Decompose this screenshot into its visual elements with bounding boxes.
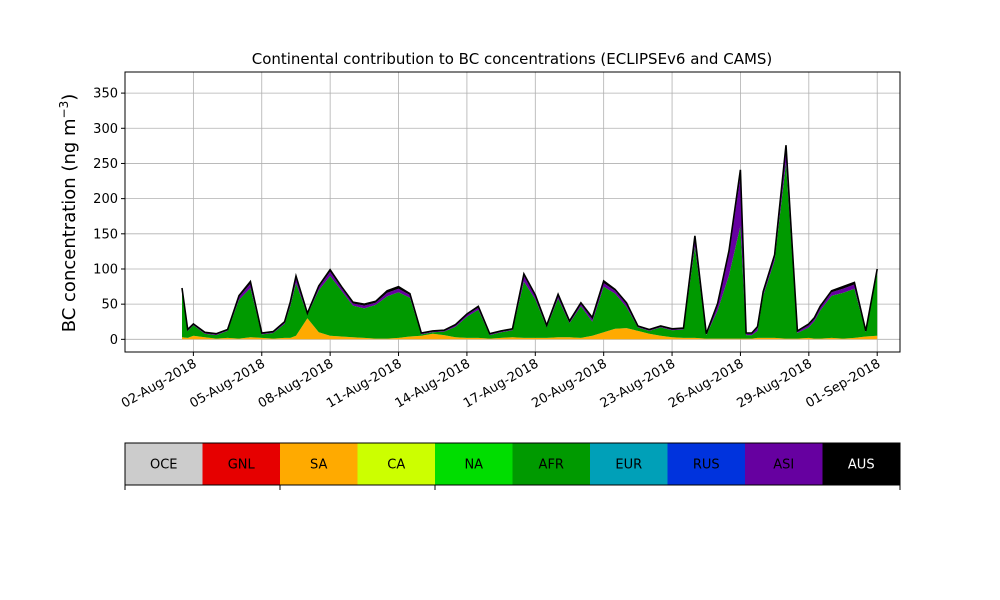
y-tick-label: 350 — [93, 87, 118, 102]
y-tick-label: 250 — [93, 157, 118, 172]
y-tick-label: 300 — [93, 122, 118, 137]
y-axis-label: BC concentration (ng m−3) — [57, 94, 80, 333]
legend-label-na: NA — [464, 458, 483, 473]
legend-swatch-oce — [125, 443, 203, 485]
x-tick-label: 05-Aug-2018 — [187, 356, 267, 411]
legend-label-eur: EUR — [615, 458, 642, 473]
legend-swatch-sa — [280, 443, 358, 485]
legend-swatch-rus — [667, 443, 746, 485]
axes-frame — [124, 71, 901, 353]
legend-frame — [124, 442, 901, 486]
x-tick-label: 02-Aug-2018 — [119, 356, 199, 411]
total-line — [181, 145, 878, 335]
x-tick-label: 29-Aug-2018 — [734, 356, 814, 411]
legend-label-afr: AFR — [539, 458, 564, 473]
y-tick-label: 150 — [93, 227, 118, 242]
legend-swatch-asi — [745, 443, 823, 485]
legend: OCE GNL SA CA NA AFR EUR RUS ASI AUS — [124, 442, 901, 490]
x-tick-label: 11-Aug-2018 — [324, 356, 404, 411]
legend-swatch-na — [435, 443, 513, 485]
y-tick-label: 100 — [93, 262, 118, 277]
legend-label-asi: ASI — [773, 458, 794, 473]
x-tick-label: 26-Aug-2018 — [666, 356, 746, 411]
legend-label-aus: AUS — [848, 458, 875, 473]
chart-title: Continental contribution to BC concentra… — [252, 50, 773, 68]
plot-area: 0 50 100 150 200 250 300 350 02-Aug-201805-Aug-2… — [93, 71, 901, 412]
x-tick-label: 14-Aug-2018 — [393, 356, 473, 411]
legend-swatch-aus — [822, 443, 901, 485]
legend-label-ca: CA — [387, 458, 405, 473]
legend-swatch-gnl — [202, 443, 281, 485]
legend-label-sa: SA — [310, 458, 327, 473]
y-tick-label: 200 — [93, 192, 118, 207]
stacked-areas — [181, 145, 878, 340]
x-tick-label: 17-Aug-2018 — [461, 356, 541, 411]
area-afr — [182, 162, 878, 339]
legend-label-oce: OCE — [150, 458, 178, 473]
x-tick-label: 01-Sep-2018 — [803, 356, 883, 411]
y-tick-label: 0 — [110, 333, 118, 348]
x-tick-label: 08-Aug-2018 — [256, 356, 336, 411]
y-tick-label: 50 — [101, 298, 118, 313]
x-tick-label: 23-Aug-2018 — [598, 356, 678, 411]
legend-swatch-ca — [357, 443, 436, 485]
x-tick-label: 20-Aug-2018 — [529, 356, 609, 411]
legend-swatch-afr — [512, 443, 591, 485]
legend-swatch-eur — [590, 443, 668, 485]
legend-label-gnl: GNL — [228, 458, 256, 473]
legend-label-rus: RUS — [693, 458, 720, 473]
